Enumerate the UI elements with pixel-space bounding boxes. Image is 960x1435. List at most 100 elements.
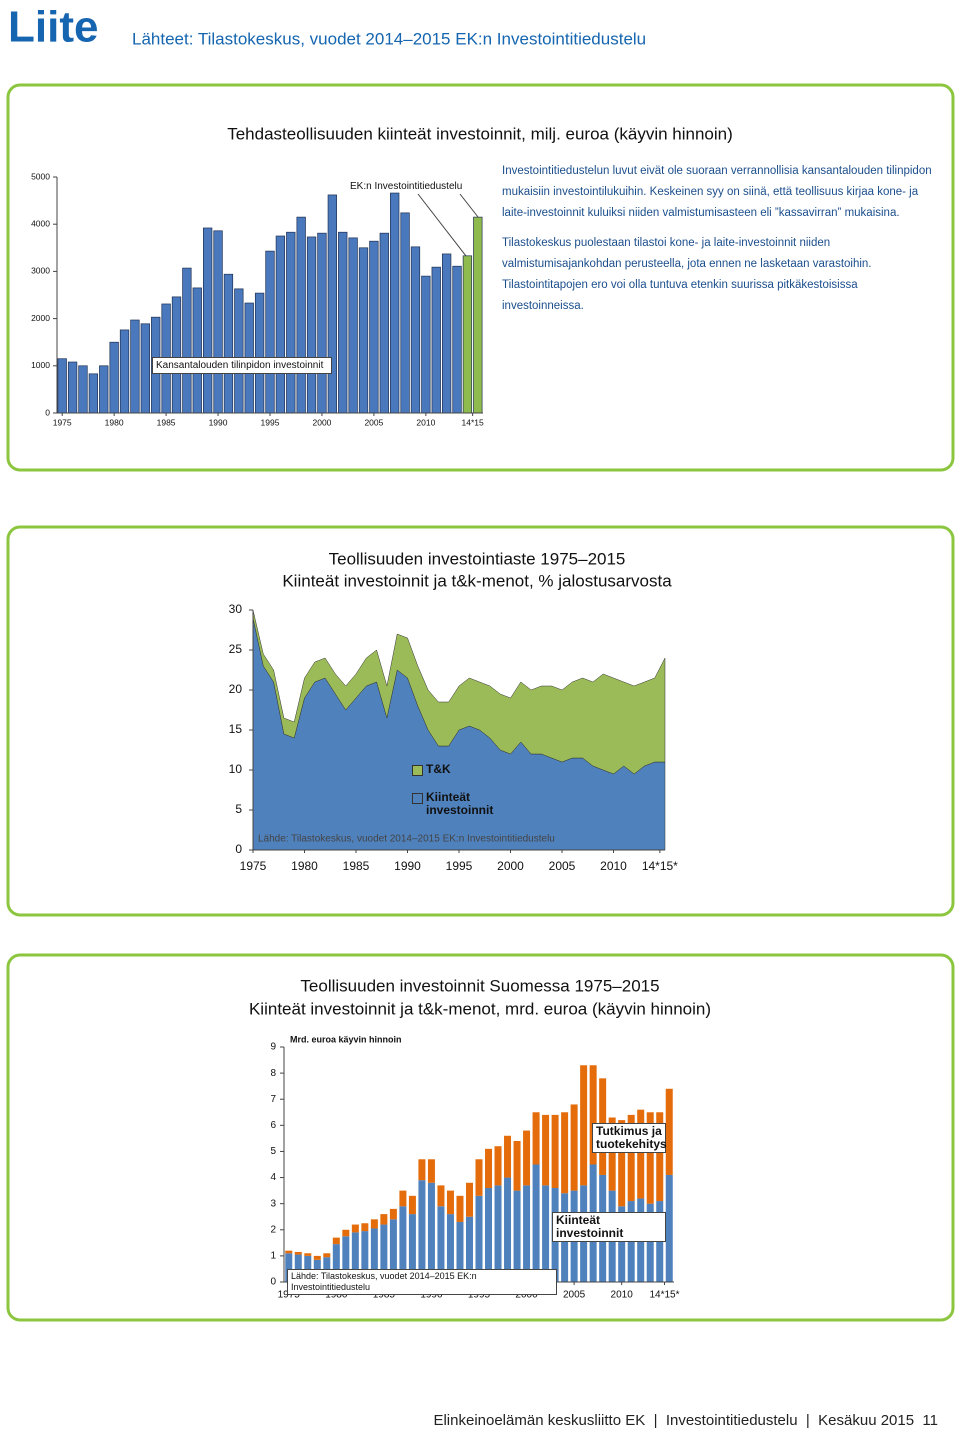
leader-line — [459, 193, 479, 218]
organization: Elinkeinoelämän keskusliitto EK — [433, 1412, 646, 1429]
bar — [465, 1216, 473, 1282]
bar — [513, 1190, 521, 1282]
note: Tilastokeskus puolestaan tilastoi kone- … — [502, 237, 872, 270]
bar — [446, 1214, 454, 1282]
bar — [370, 1228, 378, 1282]
y-tick-label: 5 — [270, 1146, 276, 1157]
y-tick-label: 25 — [229, 642, 243, 656]
bar — [67, 361, 78, 414]
bar — [665, 1088, 673, 1175]
panel — [6, 953, 955, 1322]
bar — [285, 1250, 293, 1254]
y-tick-label: 9 — [270, 1042, 276, 1053]
x-tick-label: 2005 — [563, 1290, 586, 1301]
bar — [285, 1253, 293, 1282]
x-tick-label: 1975 — [278, 1290, 301, 1301]
y-tick-label: 15 — [229, 722, 243, 736]
bar — [317, 232, 327, 414]
bar — [427, 1159, 435, 1183]
legend-entry: Kiinteät investoinnit — [412, 791, 526, 817]
y-tick-label: 5 — [235, 802, 242, 816]
legend-label: Kiinteät investoinnit — [556, 1213, 624, 1240]
sources: Lähteet: Tilastokeskus, vuodet 2014–2015… — [132, 29, 646, 48]
bar — [441, 253, 452, 414]
bar — [119, 329, 130, 414]
bar — [532, 1164, 540, 1282]
legend-label: T&K — [426, 762, 451, 776]
x-tick-label: 1985 — [157, 417, 176, 427]
bar — [523, 1130, 531, 1186]
legend-label: Tutkimus ja tuotekehitys — [596, 1124, 667, 1151]
bar — [513, 1141, 521, 1191]
bar — [399, 1206, 407, 1282]
bar — [342, 1236, 350, 1282]
bar — [254, 292, 265, 414]
bar — [57, 358, 67, 414]
bar — [473, 216, 483, 414]
bar — [304, 1255, 312, 1282]
bar — [182, 267, 192, 414]
bar — [332, 1237, 340, 1245]
bar — [446, 1190, 454, 1215]
bar — [286, 231, 296, 414]
page-title: Liite — [8, 3, 98, 52]
chart-title: Teollisuuden investoinnit Suomessa 1975–… — [300, 976, 659, 995]
bar — [485, 1188, 493, 1282]
bar — [203, 227, 213, 414]
bar — [369, 240, 379, 414]
bar — [523, 1185, 531, 1282]
bar — [361, 1223, 369, 1232]
bar — [456, 1195, 464, 1222]
x-tick-label: 2010 — [600, 859, 627, 873]
notes: Investointitiedustelun luvut eivät ole s… — [502, 161, 932, 317]
bar — [234, 288, 244, 414]
bar — [130, 319, 140, 414]
bar — [462, 255, 473, 414]
bar — [327, 194, 337, 414]
bar — [437, 1185, 445, 1207]
x-tick-label: 2005 — [549, 859, 576, 873]
bar — [646, 1203, 654, 1282]
x-tick-label: 1980 — [105, 417, 124, 427]
y-tick-label: 2000 — [31, 313, 50, 323]
y-tick-label: 2 — [270, 1224, 276, 1235]
bar — [589, 1065, 597, 1165]
bar — [304, 1253, 312, 1256]
x-tick-label: 1995 — [446, 859, 473, 873]
bar — [99, 365, 109, 414]
bar — [338, 231, 348, 414]
x-tick-label: 2000 — [497, 859, 524, 873]
y-tick-label: 0 — [45, 407, 50, 417]
bar — [646, 1112, 654, 1204]
bar — [485, 1148, 493, 1188]
y-tick-label: 7 — [270, 1094, 276, 1105]
chart-title: Teollisuuden investointiaste 1975–2015 — [329, 549, 626, 568]
bar — [494, 1146, 502, 1186]
bar — [400, 212, 410, 414]
bar — [361, 1231, 369, 1282]
bar — [475, 1159, 483, 1196]
x-tick-label: 2000 — [515, 1290, 538, 1301]
bar — [456, 1221, 464, 1282]
y-tick-label: 3000 — [31, 266, 50, 276]
chart-subtitle: Kiinteät investoinnit ja t&k-menot, mrd.… — [249, 999, 711, 1018]
bar — [348, 237, 358, 414]
bar — [452, 265, 462, 414]
bar — [427, 1182, 435, 1282]
bar — [431, 266, 441, 414]
chart-subtitle: Kiinteät investoinnit ja t&k-menot, % ja… — [282, 571, 672, 590]
bar — [494, 1185, 502, 1282]
bar — [380, 1214, 388, 1225]
bar — [580, 1065, 588, 1186]
bar — [665, 1174, 673, 1282]
date: Kesäkuu 2015 — [818, 1412, 915, 1429]
bar — [358, 247, 369, 414]
x-tick-label: 1995 — [468, 1290, 491, 1301]
source: Lähde: Tilastokeskus, vuodet 2014–2015 E… — [258, 834, 555, 845]
legend-entry: EK:n Investointitiedustelu — [350, 180, 475, 193]
report: Investointitiedustelu — [665, 1412, 798, 1429]
bar — [323, 1253, 331, 1258]
x-tick-label: 2010 — [416, 417, 435, 427]
x-tick-label: 1975 — [53, 417, 72, 427]
bar — [637, 1109, 645, 1199]
